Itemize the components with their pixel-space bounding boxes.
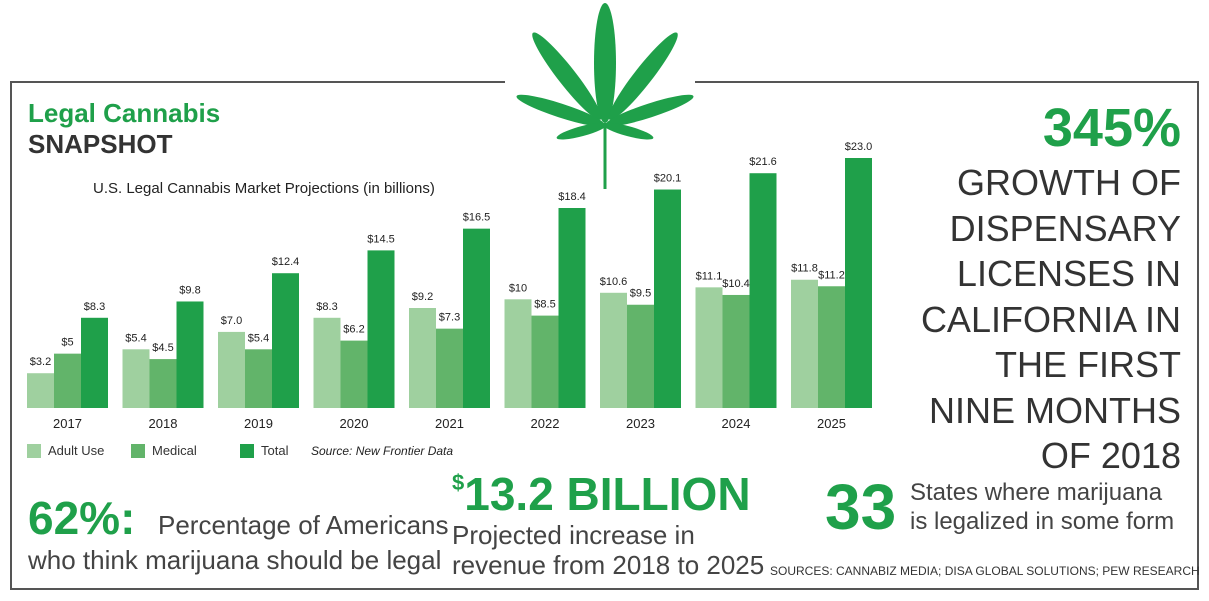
bar-total-2020 [367, 250, 395, 408]
bar-medical-2018 [149, 359, 177, 408]
legend-label-adult-use: Adult Use [48, 443, 105, 458]
x-tick-label-2022: 2022 [531, 416, 560, 431]
data-label-adult-use-2022: $10 [509, 282, 527, 294]
bar-adult-use-2023 [600, 292, 627, 408]
bar-total-2021 [463, 228, 490, 408]
sources-footer: SOURCES: CANNABIZ MEDIA; DISA GLOBAL SOL… [770, 564, 1200, 578]
data-label-medical-2019: $5.4 [248, 332, 269, 344]
title-legal-cannabis: Legal Cannabis [28, 98, 221, 128]
x-tick-label-2021: 2021 [435, 416, 464, 431]
bar-medical-2021 [436, 328, 463, 408]
bar-total-2017 [81, 317, 108, 408]
states-text-line1: States where marijuana [910, 479, 1163, 506]
bar-medical-2024 [722, 294, 750, 408]
revenue-text-line2: revenue from 2018 to 2025 [452, 550, 765, 580]
bar-medical-2025 [818, 286, 845, 408]
cannabis-leaf-icon [516, 3, 694, 189]
data-label-adult-use-2024: $11.1 [696, 270, 723, 282]
bar-adult-use-2018 [122, 349, 150, 408]
x-tick-label-2020: 2020 [340, 416, 369, 431]
revenue-amount: 13.2 BILLION [464, 468, 751, 520]
legend-swatch-medical [131, 443, 145, 458]
revenue-text-line1: Projected increase in [452, 520, 695, 550]
bar-total-2018 [176, 301, 204, 408]
legend-label-total: Total [261, 443, 289, 458]
data-label-medical-2018: $4.5 [152, 342, 173, 354]
data-label-adult-use-2019: $7.0 [221, 315, 242, 327]
x-tick-label-2025: 2025 [817, 416, 846, 431]
revenue-stat-value: $13.2 BILLION [452, 470, 751, 518]
data-label-adult-use-2018: $5.4 [125, 332, 146, 344]
bar-total-2023 [654, 189, 681, 408]
bar-medical-2023 [627, 304, 654, 408]
x-tick-label-2024: 2024 [722, 416, 751, 431]
data-label-total-2021: $16.5 [463, 212, 491, 224]
legend-swatch-adult-use [27, 443, 41, 458]
data-label-medical-2024: $10.4 [722, 278, 750, 290]
data-label-adult-use-2020: $8.3 [316, 301, 337, 313]
data-label-medical-2025: $11.2 [818, 269, 845, 281]
bar-total-2022 [558, 208, 586, 408]
growth-stat-text: GROWTH OF DISPENSARY LICENSES IN CALIFOR… [920, 162, 1181, 476]
data-label-adult-use-2025: $11.8 [791, 263, 818, 275]
data-label-adult-use-2023: $10.6 [600, 276, 628, 288]
data-label-total-2024: $21.6 [749, 156, 777, 168]
data-label-medical-2023: $9.5 [630, 288, 651, 300]
bar-adult-use-2017 [27, 373, 54, 408]
bar-adult-use-2021 [409, 308, 436, 408]
legend-label-medical: Medical [152, 443, 197, 458]
bar-medical-2017 [54, 353, 81, 408]
revenue-stat-text: Projected increase in revenue from 2018 … [452, 520, 764, 580]
bar-medical-2022 [531, 315, 559, 408]
data-label-total-2022: $18.4 [558, 191, 586, 203]
data-label-total-2020: $14.5 [367, 233, 395, 245]
data-label-total-2025: $23.0 [845, 141, 873, 153]
x-tick-label-2018: 2018 [149, 416, 178, 431]
bar-medical-2020 [340, 340, 368, 408]
data-label-medical-2022: $8.5 [534, 299, 555, 311]
legend-total: Total [240, 443, 288, 458]
americans-stat-value: 62%: [28, 492, 136, 544]
revenue-currency: $ [452, 470, 465, 495]
x-tick-label-2019: 2019 [244, 416, 273, 431]
market-projection-chart: $3.2 $5 $8.3 2017 $5.4 $4.5 $9.8 2018 $7.0 $5.4 $1… [27, 141, 873, 431]
data-label-total-2018: $9.8 [179, 284, 200, 296]
data-label-adult-use-2021: $9.2 [412, 291, 433, 303]
legend-adult-use: Adult Use [27, 443, 104, 458]
data-label-total-2023: $20.1 [654, 173, 682, 185]
bar-adult-use-2019 [218, 331, 245, 408]
data-label-medical-2021: $7.3 [439, 312, 460, 324]
states-stat-text: States where marijuana is legalized in s… [910, 478, 1174, 536]
bar-adult-use-2020 [313, 317, 341, 408]
data-label-medical-2017: $5 [61, 337, 73, 349]
bar-adult-use-2022 [504, 299, 532, 408]
bar-total-2025 [845, 158, 872, 408]
bar-adult-use-2025 [791, 279, 818, 408]
americans-stat-text-line1: Percentage of Americans [158, 510, 449, 540]
bar-total-2024 [749, 173, 777, 408]
americans-stat-text-line2: who think marijuana should be legal [28, 545, 442, 575]
bar-medical-2019 [245, 349, 272, 408]
legend-swatch-total [240, 443, 254, 458]
title-snapshot: SNAPSHOT [28, 129, 173, 159]
bar-adult-use-2024 [695, 287, 723, 408]
states-stat-value: 33 [825, 471, 897, 543]
states-text-line2: is legalized in some form [910, 508, 1175, 535]
data-label-total-2019: $12.4 [272, 256, 300, 268]
x-tick-label-2017: 2017 [53, 416, 82, 431]
bar-total-2019 [272, 273, 299, 408]
data-label-total-2017: $8.3 [84, 301, 105, 313]
data-label-adult-use-2017: $3.2 [30, 356, 51, 368]
growth-stat-value: 345% [1042, 98, 1181, 158]
chart-source-note: Source: New Frontier Data [311, 444, 454, 458]
chart-title: U.S. Legal Cannabis Market Projections (… [93, 180, 435, 197]
x-tick-label-2023: 2023 [626, 416, 655, 431]
legend-medical: Medical [131, 443, 197, 458]
data-label-medical-2020: $6.2 [343, 324, 364, 336]
